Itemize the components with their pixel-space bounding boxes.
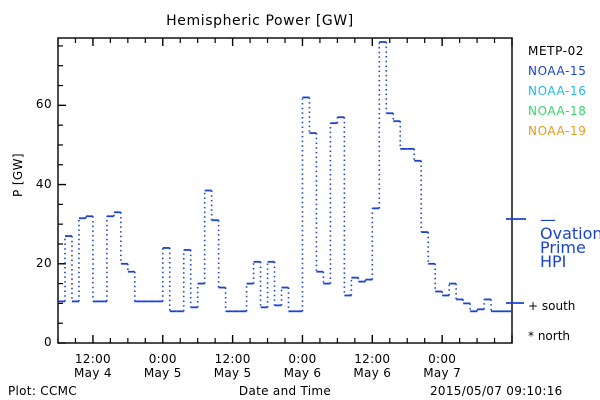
- x-tick-date: May 5: [213, 366, 252, 380]
- north-marker-legend: * north: [528, 329, 571, 343]
- x-tick-label: 0:00 May 6: [262, 352, 342, 380]
- plot-axis-ticks: [57, 38, 513, 344]
- ovation-legend-line2: Prime HPI: [540, 238, 586, 271]
- x-tick-label: 0:00 May 5: [123, 352, 203, 380]
- x-tick-label: 0:00 May 7: [402, 352, 482, 380]
- x-tick-time: 0:00: [148, 352, 177, 366]
- legend-item-noaa-15[interactable]: NOAA-15: [528, 64, 587, 78]
- y-tick-label: 20: [35, 255, 52, 270]
- south-marker-legend: + south: [528, 299, 576, 313]
- legend-item-noaa-18[interactable]: NOAA-18: [528, 104, 587, 118]
- plot-credit: Plot: CCMC: [8, 384, 77, 398]
- legend-item-noaa-19[interactable]: NOAA-19: [528, 124, 587, 138]
- x-tick-label: 12:00 May 4: [53, 352, 133, 380]
- legend-item-noaa-16[interactable]: NOAA-16: [528, 84, 587, 98]
- legend-item-metp-02[interactable]: METP-02: [528, 44, 585, 58]
- x-tick-label: 12:00 May 5: [193, 352, 273, 380]
- x-tick-time: 0:00: [288, 352, 317, 366]
- x-tick-time: 12:00: [74, 352, 111, 366]
- y-tick-label: 40: [35, 176, 52, 191]
- legend-marker-lines: [506, 218, 526, 304]
- x-tick-label: 12:00 May 6: [332, 352, 412, 380]
- plot-timestamp: 2015/05/07 09:10:16: [430, 384, 563, 398]
- x-tick-time: 0:00: [428, 352, 457, 366]
- ovation-legend-line1: — Ovation: [540, 210, 600, 243]
- x-axis-label: Date and Time: [238, 384, 332, 398]
- y-tick-label: 60: [35, 97, 52, 112]
- y-tick-label: 0: [43, 335, 52, 349]
- x-tick-time: 12:00: [214, 352, 251, 366]
- y-axis-label: P [GW]: [11, 153, 25, 197]
- x-tick-date: May 5: [143, 366, 182, 380]
- ovation-prime-legend: — Ovation Prime HPI: [540, 210, 600, 271]
- x-tick-date: May 4: [74, 366, 112, 380]
- plot-frame: [57, 37, 513, 344]
- chart-title: Hemispheric Power [GW]: [166, 13, 354, 29]
- x-tick-time: 12:00: [354, 352, 391, 366]
- data-series-ovation-prime-hpi: [58, 41, 512, 313]
- x-tick-date: May 7: [423, 366, 462, 380]
- x-tick-date: May 6: [353, 366, 392, 380]
- x-tick-date: May 6: [283, 366, 322, 380]
